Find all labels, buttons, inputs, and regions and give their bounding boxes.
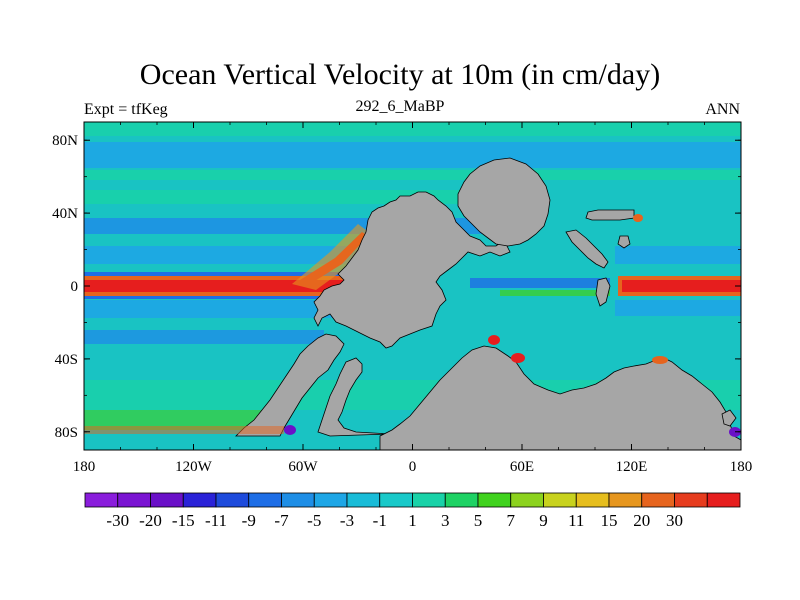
coastal-upwelling-halo	[292, 224, 374, 290]
y-tick-label: 80S	[55, 425, 78, 441]
midlat-band-north	[84, 170, 741, 180]
colorbar-swatch	[543, 492, 577, 508]
y-tick-label: 80N	[52, 133, 78, 149]
colorbar-label: -5	[307, 511, 321, 530]
experiment-label: Expt = tfKeg	[84, 101, 168, 118]
colorbar-swatch	[281, 492, 315, 508]
x-tick-label: 120E	[616, 459, 648, 475]
southern-ocean-band-2	[84, 410, 284, 430]
land-south-lobe	[317, 357, 391, 437]
colorbar-label: 5	[474, 511, 483, 530]
season-label: ANN	[705, 101, 740, 118]
colorbar-swatch	[215, 492, 250, 508]
upwelling-spot-east-africa	[488, 335, 500, 345]
x-tick-label: 120W	[175, 459, 213, 475]
colorbar-swatch	[248, 492, 282, 508]
colorbar-swatch	[477, 492, 512, 508]
colorbar-label: -20	[139, 511, 162, 530]
colorbar-swatch	[412, 492, 446, 508]
x-tick-label: 180	[730, 459, 753, 475]
upwelling-spot-north	[633, 214, 643, 222]
colorbar-swatch	[575, 492, 610, 508]
colorbar-label: -1	[373, 511, 387, 530]
x-tick-label: 0	[409, 459, 417, 475]
land-island-east-3	[595, 277, 611, 307]
y-axis-ticks: 80N 40N 0 40S 80S	[52, 133, 741, 441]
colorbar-label: -11	[205, 511, 227, 530]
tropical-band-south	[84, 300, 364, 318]
map-title: Ocean Vertical Velocity at 10m (in cm/da…	[139, 58, 661, 91]
arctic-band	[84, 122, 741, 136]
atlantic-equatorial-band	[470, 278, 610, 288]
east-pacific-band	[615, 246, 741, 264]
upwelling-spot-southeast	[652, 356, 668, 364]
colorbar-swatch	[608, 492, 643, 508]
colorbar-label: -15	[172, 511, 195, 530]
land-antarctica	[379, 345, 741, 450]
tropical-band-north	[84, 246, 384, 264]
land-northern-continent	[457, 157, 551, 247]
colorbar-label: 3	[441, 511, 450, 530]
colorbar-swatch	[510, 492, 544, 508]
subtropical-band-south	[84, 330, 324, 344]
downwelling-spot-south	[284, 425, 296, 435]
colorbar-swatch	[150, 492, 184, 508]
colorbar-label: 9	[539, 511, 548, 530]
colorbar-swatch	[346, 492, 381, 508]
age-label: 292_6_MaBP	[355, 98, 445, 115]
colorbar-swatch	[674, 492, 708, 508]
colorbar-label: 15	[601, 511, 618, 530]
colorbar-swatch	[117, 492, 151, 508]
subpolar-band-north	[84, 142, 741, 168]
colorbar-swatch	[379, 492, 413, 508]
southern-red-band	[84, 426, 284, 434]
land-main-continent	[313, 191, 511, 349]
atlantic-equatorial-band-2	[500, 290, 610, 296]
colorbar-label: -3	[340, 511, 354, 530]
colorbar-swatch	[182, 492, 217, 508]
colorbar-swatch	[313, 492, 348, 508]
y-tick-label: 0	[71, 279, 79, 295]
colorbar-label: 20	[633, 511, 650, 530]
land-island-east-1	[585, 209, 635, 221]
colorbar: -30 -20 -15 -11 -9 -7 -5 -3 -1 1 3 5 7 9 11 15 20 30	[84, 492, 741, 530]
map-panel	[84, 122, 741, 450]
east-pacific-band-s	[615, 300, 741, 316]
colorbar-swatch	[641, 492, 675, 508]
colorbar-label: 30	[666, 511, 683, 530]
colorbar-label: -30	[106, 511, 129, 530]
upwelling-spot-madagascar	[511, 353, 525, 363]
colorbar-label: 1	[408, 511, 417, 530]
equatorial-upwelling-west	[84, 280, 359, 292]
colorbar-label: 7	[507, 511, 516, 530]
equatorial-upwelling-east	[622, 280, 741, 292]
land-island-east-4	[617, 235, 631, 249]
x-tick-label: 60W	[288, 459, 318, 475]
y-tick-label: 40N	[52, 206, 78, 222]
x-axis-ticks: 180 120W 60W 0 60E 120E 180	[73, 122, 753, 475]
colorbar-swatch	[84, 492, 119, 508]
colorbar-label: -7	[274, 511, 289, 530]
y-tick-label: 40S	[55, 352, 78, 368]
x-tick-label: 180	[73, 459, 96, 475]
land-island-east-2	[565, 229, 609, 269]
land-island-southeast	[721, 409, 737, 427]
colorbar-label: 11	[568, 511, 584, 530]
colorbar-swatch	[444, 492, 479, 508]
x-tick-label: 60E	[510, 459, 534, 475]
colorbar-swatch	[706, 492, 741, 508]
colorbar-label: -9	[242, 511, 256, 530]
